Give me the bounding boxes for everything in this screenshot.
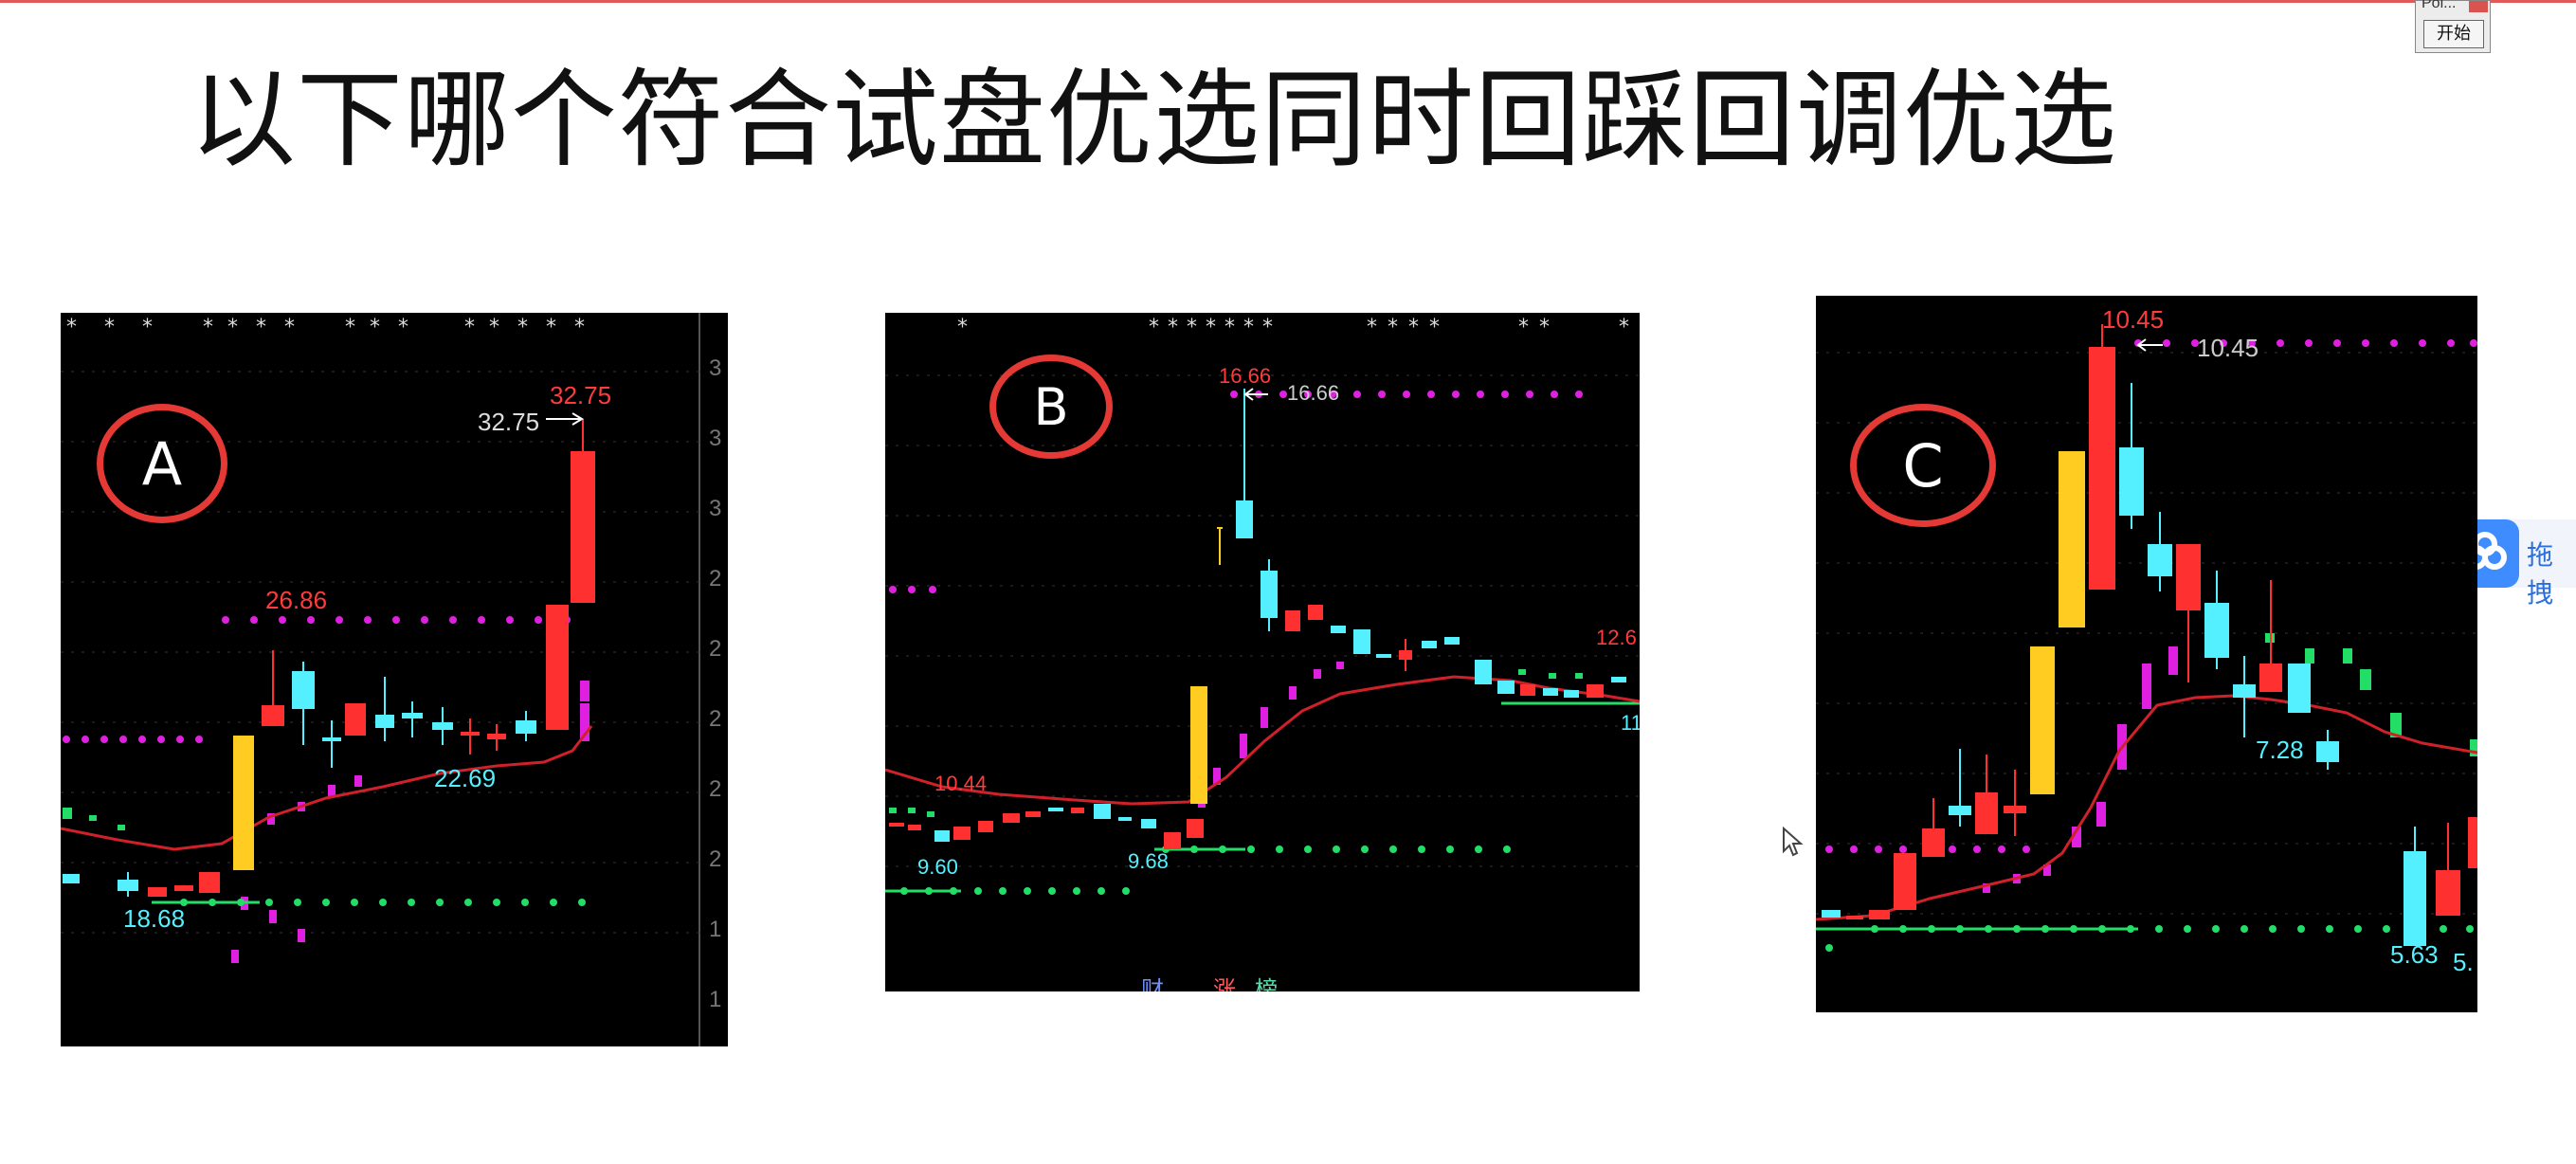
chart-c-mid: 7.28 [2256, 736, 2304, 764]
chart-c-high-red: 10.45 [2102, 305, 2165, 334]
svg-text:*: * [1518, 316, 1529, 339]
chart-b-candles [889, 389, 1626, 849]
chart-a-candles [63, 419, 595, 897]
chart-c-low-cut: 5. [2453, 948, 2474, 976]
svg-text:*: * [546, 316, 556, 339]
chart-b-right-red: 12.6 [1596, 626, 1637, 649]
svg-text:2: 2 [709, 776, 721, 802]
svg-text:*: * [1619, 316, 1629, 339]
chart-c-ma-line [1816, 694, 2477, 921]
chart-b-panel: * * * * * * * * * * * * * * * [885, 313, 1640, 991]
svg-text:*: * [574, 316, 585, 339]
svg-text:*: * [203, 316, 213, 339]
svg-text:*: * [464, 316, 475, 339]
svg-text:*: * [104, 316, 115, 339]
chart-a-resistance-dots [63, 616, 590, 963]
svg-text:*: * [345, 316, 355, 339]
chart-a-stars: * * * * * * * * * * * * * * * [66, 316, 585, 339]
chart-a-mid-low: 22.69 [434, 764, 497, 792]
svg-text:1: 1 [709, 987, 721, 1012]
chart-a-mid-high: 26.86 [265, 586, 328, 614]
svg-text:*: * [1168, 316, 1178, 339]
svg-text:3: 3 [709, 426, 721, 451]
start-button[interactable]: 开始 [2423, 20, 2484, 48]
chart-b-high-white: 16.66 [1287, 381, 1340, 405]
chart-b-high-red: 16.66 [1219, 364, 1272, 388]
svg-text:*: * [370, 316, 380, 339]
svg-text:*: * [957, 316, 968, 339]
slide-title: 以下哪个符合试盘优选同时回踩回调优选 [190, 59, 2117, 182]
chart-c-support-dots [1825, 633, 2477, 952]
svg-text:*: * [489, 316, 499, 339]
svg-text:*: * [517, 316, 528, 339]
chart-b-support-dots [889, 669, 1583, 895]
svg-text:*: * [398, 316, 408, 339]
chart-c-candles [1822, 324, 2477, 946]
svg-text:2: 2 [709, 706, 721, 732]
chart-b-tag-zhang[interactable]: 涨 [1213, 976, 1236, 991]
option-a-circle: A [97, 404, 227, 523]
chart-a-low: 18.68 [123, 904, 186, 933]
svg-text:*: * [66, 316, 77, 339]
svg-text:*: * [256, 316, 266, 339]
svg-text:*: * [1262, 316, 1273, 339]
drag-widget-label: 拖拽 [2527, 539, 2554, 609]
chart-a-axis-ticks: 3 3 3 2 2 2 2 2 1 1 [709, 355, 721, 1012]
svg-text:*: * [1429, 316, 1440, 339]
svg-text:*: * [142, 316, 153, 339]
svg-text:1: 1 [709, 917, 721, 942]
svg-text:*: * [1187, 316, 1197, 339]
mini-popup-window[interactable]: Pol... 开始 [2415, 0, 2491, 53]
option-c-circle: C [1850, 404, 1996, 527]
option-b-circle: B [989, 355, 1113, 459]
chart-a-panel: * * * * * * * * * * * * * * * [61, 313, 728, 1046]
svg-text:*: * [1149, 316, 1159, 339]
chart-a-svg: * * * * * * * * * * * * * * * [61, 313, 721, 1046]
chart-a-support-dots [63, 808, 586, 906]
chart-b-right-cyan: 11 [1621, 711, 1640, 735]
popup-title: Pol... [2422, 0, 2457, 11]
svg-text:3: 3 [709, 355, 721, 381]
top-border-line [0, 0, 2576, 3]
chart-a-high-white: 32.75 [478, 408, 540, 436]
svg-text:2: 2 [709, 636, 721, 662]
chart-a-ma-line [61, 725, 593, 851]
chart-c-panel: C 10.45 10.45 7.28 5.63 5. [1816, 296, 2477, 1012]
chart-b-ma-line [885, 675, 1640, 806]
svg-text:*: * [1225, 316, 1235, 339]
chart-b-low-mid: 9.68 [1128, 849, 1169, 873]
chart-b-tag-bang[interactable]: 榜 [1255, 976, 1278, 991]
close-icon[interactable] [2469, 1, 2488, 12]
svg-text:3: 3 [709, 496, 721, 521]
chart-c-low: 5.63 [2390, 940, 2439, 969]
svg-text:*: * [284, 316, 295, 339]
chart-b-left-red: 10.44 [934, 772, 988, 795]
chart-b-grid [885, 374, 1640, 867]
mouse-cursor-icon [1782, 826, 1805, 861]
svg-text:*: * [1408, 316, 1419, 339]
svg-text:*: * [1539, 316, 1550, 339]
svg-text:*: * [1367, 316, 1377, 339]
chart-b-stars: * * * * * * * * * * * * * * * [957, 316, 1629, 339]
chart-c-svg [1816, 324, 2477, 952]
chart-c-high-white: 10.45 [2197, 334, 2259, 362]
svg-text:2: 2 [709, 566, 721, 591]
drag-widget[interactable]: 拖拽 [2447, 519, 2576, 609]
svg-text:*: * [1388, 316, 1398, 339]
chart-b-low-left: 9.60 [917, 855, 958, 879]
chart-a-high-red: 32.75 [550, 381, 612, 409]
chart-b-tag-cai[interactable]: 财 [1141, 976, 1164, 991]
chart-b-resistance-dots [889, 391, 1583, 808]
svg-text:*: * [1206, 316, 1216, 339]
svg-text:*: * [1243, 316, 1254, 339]
svg-text:2: 2 [709, 846, 721, 872]
svg-text:*: * [227, 316, 238, 339]
